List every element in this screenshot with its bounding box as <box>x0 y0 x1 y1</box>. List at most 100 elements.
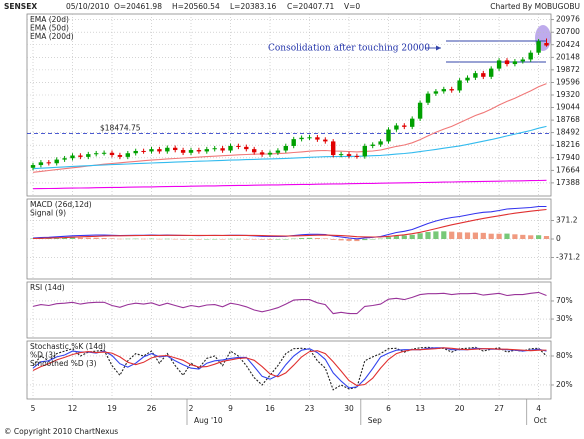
histogram-bar <box>156 238 162 240</box>
y-tick-label: 20% <box>556 380 573 389</box>
y-tick-label: 20700 <box>556 27 580 36</box>
month-label: Sep <box>368 416 382 425</box>
y-tick-label: -371.2 <box>556 253 580 262</box>
candle-body <box>180 150 186 153</box>
candle-body <box>30 165 36 168</box>
legend-label: %D (3) <box>30 351 56 360</box>
histogram-bar <box>251 239 257 240</box>
y-tick-label: 19044 <box>556 103 580 112</box>
candle-body <box>457 80 462 91</box>
histogram-bar <box>30 238 36 239</box>
candle-body <box>291 139 296 146</box>
x-tick-label: 12 <box>68 404 78 413</box>
candle-body <box>370 144 375 146</box>
candle-body <box>433 91 439 94</box>
y-tick-label: 371.2 <box>556 215 578 224</box>
panel-frame <box>26 281 552 339</box>
y-tick-label: 17388 <box>556 178 580 187</box>
y-tick-label: 20424 <box>556 40 580 49</box>
histogram-bar <box>141 238 147 240</box>
candle-body <box>228 145 233 151</box>
candle-body <box>512 61 518 65</box>
header-open: O=20461.98 <box>114 2 162 11</box>
candle-body <box>378 141 383 145</box>
histogram-bar <box>449 231 455 239</box>
histogram-bar <box>109 238 115 239</box>
y-tick-label: 20148 <box>556 52 580 61</box>
legend-label: Stochastic %K (14d) <box>30 342 106 351</box>
legend-label: Signal (9) <box>30 209 66 218</box>
x-tick-label: 30 <box>344 404 354 413</box>
legend-label: Smoothed %D (3) <box>30 359 97 368</box>
candle-body <box>212 148 217 150</box>
header-close: C=20407.71 <box>287 2 335 11</box>
candle-body <box>528 52 533 60</box>
histogram-bar <box>180 239 186 240</box>
histogram-bar <box>362 239 368 241</box>
histogram-bar <box>77 237 83 239</box>
header-date: 05/10/2010 <box>66 2 109 11</box>
candle-body <box>62 158 67 160</box>
legend-label: EMA (20d) <box>30 15 69 24</box>
candle-body <box>417 102 423 119</box>
histogram-bar <box>520 234 526 239</box>
candle-body <box>307 137 312 139</box>
candle-body <box>236 145 241 147</box>
candle-body <box>410 118 415 127</box>
candle-body <box>244 146 249 150</box>
histogram-bar <box>101 238 107 239</box>
histogram-bar <box>133 238 139 240</box>
series-line <box>32 346 547 391</box>
histogram-bar <box>393 235 399 239</box>
y-tick-label: 18492 <box>556 128 580 137</box>
histogram-bar <box>385 237 392 239</box>
series-line <box>32 208 547 240</box>
histogram-bar <box>480 232 486 239</box>
candle-body <box>283 145 288 151</box>
candle-body <box>101 152 107 154</box>
candle-body <box>188 150 194 153</box>
histogram-bar <box>543 236 550 239</box>
y-tick-label: 18768 <box>556 115 580 124</box>
chart-title: SENSEX <box>4 2 37 11</box>
candle-body <box>386 129 391 142</box>
y-tick-label: 20976 <box>556 15 580 24</box>
histogram-bar <box>117 238 123 240</box>
x-tick-label: 16 <box>265 404 275 413</box>
histogram-bar <box>204 239 210 240</box>
x-tick-label: 23 <box>305 404 315 413</box>
panel-frame <box>26 13 552 197</box>
candle-body <box>165 147 170 152</box>
histogram-bar <box>464 232 471 239</box>
arrow-head <box>436 45 441 51</box>
x-tick-label: 19 <box>107 404 117 413</box>
candle-body <box>449 89 454 91</box>
candle-body <box>465 77 470 81</box>
header-high: H=20560.54 <box>172 2 220 11</box>
candle-body <box>220 148 225 151</box>
histogram-bar <box>472 232 478 239</box>
candle-body <box>196 150 202 152</box>
histogram-bar <box>93 237 99 239</box>
annotation-note: Consolidation after touching 20000 <box>268 44 430 54</box>
histogram-bar <box>291 238 297 240</box>
x-tick-label: 27 <box>494 404 504 413</box>
candle-body <box>117 155 123 157</box>
histogram-bar <box>54 237 60 239</box>
header-low: L=20383.16 <box>230 2 276 11</box>
candle-body <box>315 137 320 140</box>
candle-body <box>54 159 59 164</box>
histogram-bar <box>164 238 170 240</box>
histogram-bar <box>370 239 376 240</box>
histogram-bar <box>496 233 502 239</box>
x-tick-label: 5 <box>31 404 36 413</box>
candle-body <box>489 68 494 77</box>
candle-body <box>331 141 336 156</box>
histogram-bar <box>125 238 131 240</box>
histogram-bar <box>212 238 218 240</box>
histogram-bar <box>85 237 91 239</box>
candle-body <box>520 59 525 62</box>
legend-label: MACD (26d,12d) <box>30 200 92 209</box>
month-label: Oct <box>534 416 547 425</box>
